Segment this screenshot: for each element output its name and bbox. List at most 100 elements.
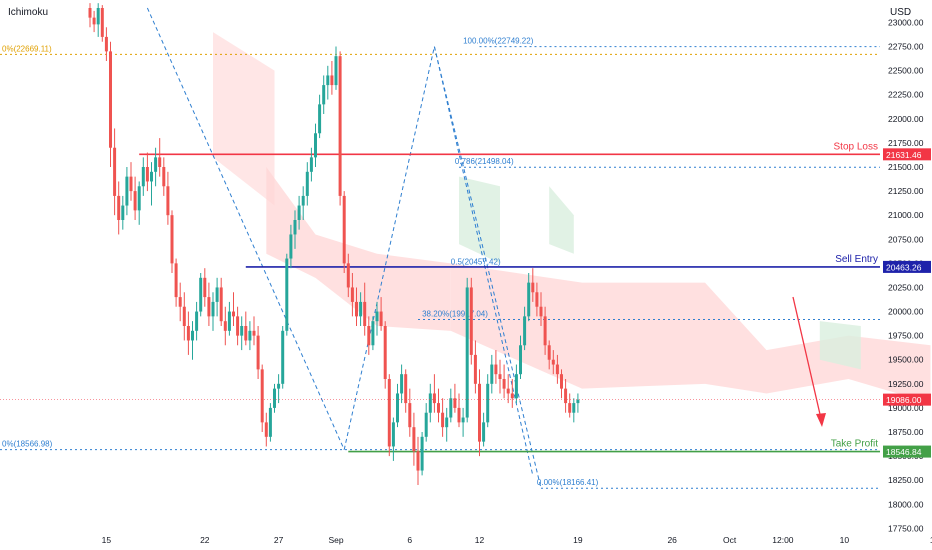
cloud-segment (582, 282, 705, 389)
time-tick-label: 15 (102, 535, 112, 545)
candle-body (490, 364, 494, 384)
price-tick-label: 21000.00 (888, 210, 924, 220)
price-tick-label: 22750.00 (888, 42, 924, 52)
time-tick-label: 10 (840, 535, 850, 545)
candle-body (453, 398, 457, 408)
candle-body (223, 321, 227, 331)
candle-body (412, 427, 416, 452)
time-tick-label: 22 (200, 535, 210, 545)
candle-body (576, 399, 580, 404)
price-tick-label: 19500.00 (888, 355, 924, 365)
candle-body (510, 393, 514, 399)
candle-body (277, 383, 281, 389)
candle-body (502, 379, 506, 389)
candle-body (416, 451, 420, 471)
candle-body (560, 374, 563, 389)
candle-body (519, 345, 522, 375)
time-tick-label: 12 (475, 535, 485, 545)
price-tick-label: 18250.00 (888, 475, 924, 485)
cloud-segment (377, 253, 451, 331)
candle-body (318, 104, 322, 134)
candle-body (375, 311, 379, 322)
candle-body (555, 364, 559, 375)
candle-body (334, 56, 338, 86)
candlestick-series (88, 3, 580, 485)
time-tick-label: 17 (930, 535, 932, 545)
candle-body (281, 330, 285, 384)
candle-body (309, 157, 313, 172)
price-tick-label: 20000.00 (888, 307, 924, 317)
candle-body (535, 292, 539, 307)
candle-body (100, 8, 104, 37)
trend-line (343, 46, 435, 450)
candle-body (305, 171, 309, 196)
candle-body (498, 374, 502, 379)
price-tick-label: 21250.00 (888, 186, 924, 196)
cloud-segment (848, 335, 931, 404)
candle-body (121, 205, 125, 220)
candle-body (141, 167, 145, 187)
candle-body (109, 51, 112, 148)
candle-body (379, 311, 383, 326)
candle-body (432, 393, 436, 404)
price-tick-label: 23000.00 (888, 17, 924, 27)
candle-body (437, 403, 440, 413)
candle-body (445, 417, 449, 428)
trade-levels (139, 153, 880, 453)
sell-entry-label: Sell Entry (835, 254, 878, 265)
last-price-badge (883, 393, 931, 406)
candle-body (465, 287, 469, 418)
candle-body (383, 326, 387, 379)
candle-body (346, 263, 350, 288)
down-arrow (792, 296, 823, 424)
candle-body (531, 282, 535, 293)
candle-body (256, 335, 260, 370)
candle-body (330, 75, 334, 86)
level-price-badge (883, 148, 931, 161)
time-tick-label: Oct (723, 535, 737, 545)
candle-body (543, 316, 547, 346)
candle-body (514, 374, 518, 399)
candle-body (268, 407, 272, 437)
candle-body (326, 75, 330, 86)
candle-body (219, 287, 223, 322)
currency-label: USD (890, 7, 911, 18)
candle-body (371, 321, 375, 346)
cloud-segment (266, 167, 316, 278)
level-price-text: 18546.84 (886, 447, 922, 457)
candle-body (113, 147, 117, 196)
candle-body (441, 412, 445, 428)
candle-body (162, 167, 166, 187)
candle-body (404, 374, 408, 404)
cloud-segment (549, 186, 574, 254)
candle-body (264, 422, 268, 437)
candle-body (195, 311, 199, 331)
candle-body (350, 287, 354, 302)
candle-body (473, 354, 477, 384)
price-tick-label: 19250.00 (888, 379, 924, 389)
fib-label: 0.5(20457.42) (451, 257, 501, 266)
candle-body (461, 417, 465, 423)
time-tick-label: 27 (274, 535, 284, 545)
price-tick-label: 17750.00 (888, 523, 924, 533)
price-tick-label: 18750.00 (888, 427, 924, 437)
candle-body (387, 379, 391, 447)
candle-body (203, 277, 207, 298)
candle-body (457, 407, 461, 423)
candle-body (154, 157, 158, 172)
candle-body (572, 403, 576, 413)
indicator-name: Ichimoku (8, 7, 48, 18)
candle-body (359, 301, 363, 317)
candle-body (199, 277, 203, 312)
candle-body (547, 345, 551, 360)
price-tick-label: 18000.00 (888, 499, 924, 509)
candle-body (248, 330, 252, 341)
candle-body (145, 167, 149, 182)
candle-body (96, 8, 100, 25)
candle-body (117, 195, 121, 220)
candle-body (506, 388, 510, 394)
fib-label: 0.00%(18166.41) (537, 478, 599, 487)
fib-label: 38.20%(19917.04) (422, 310, 488, 319)
candle-body (244, 326, 248, 341)
